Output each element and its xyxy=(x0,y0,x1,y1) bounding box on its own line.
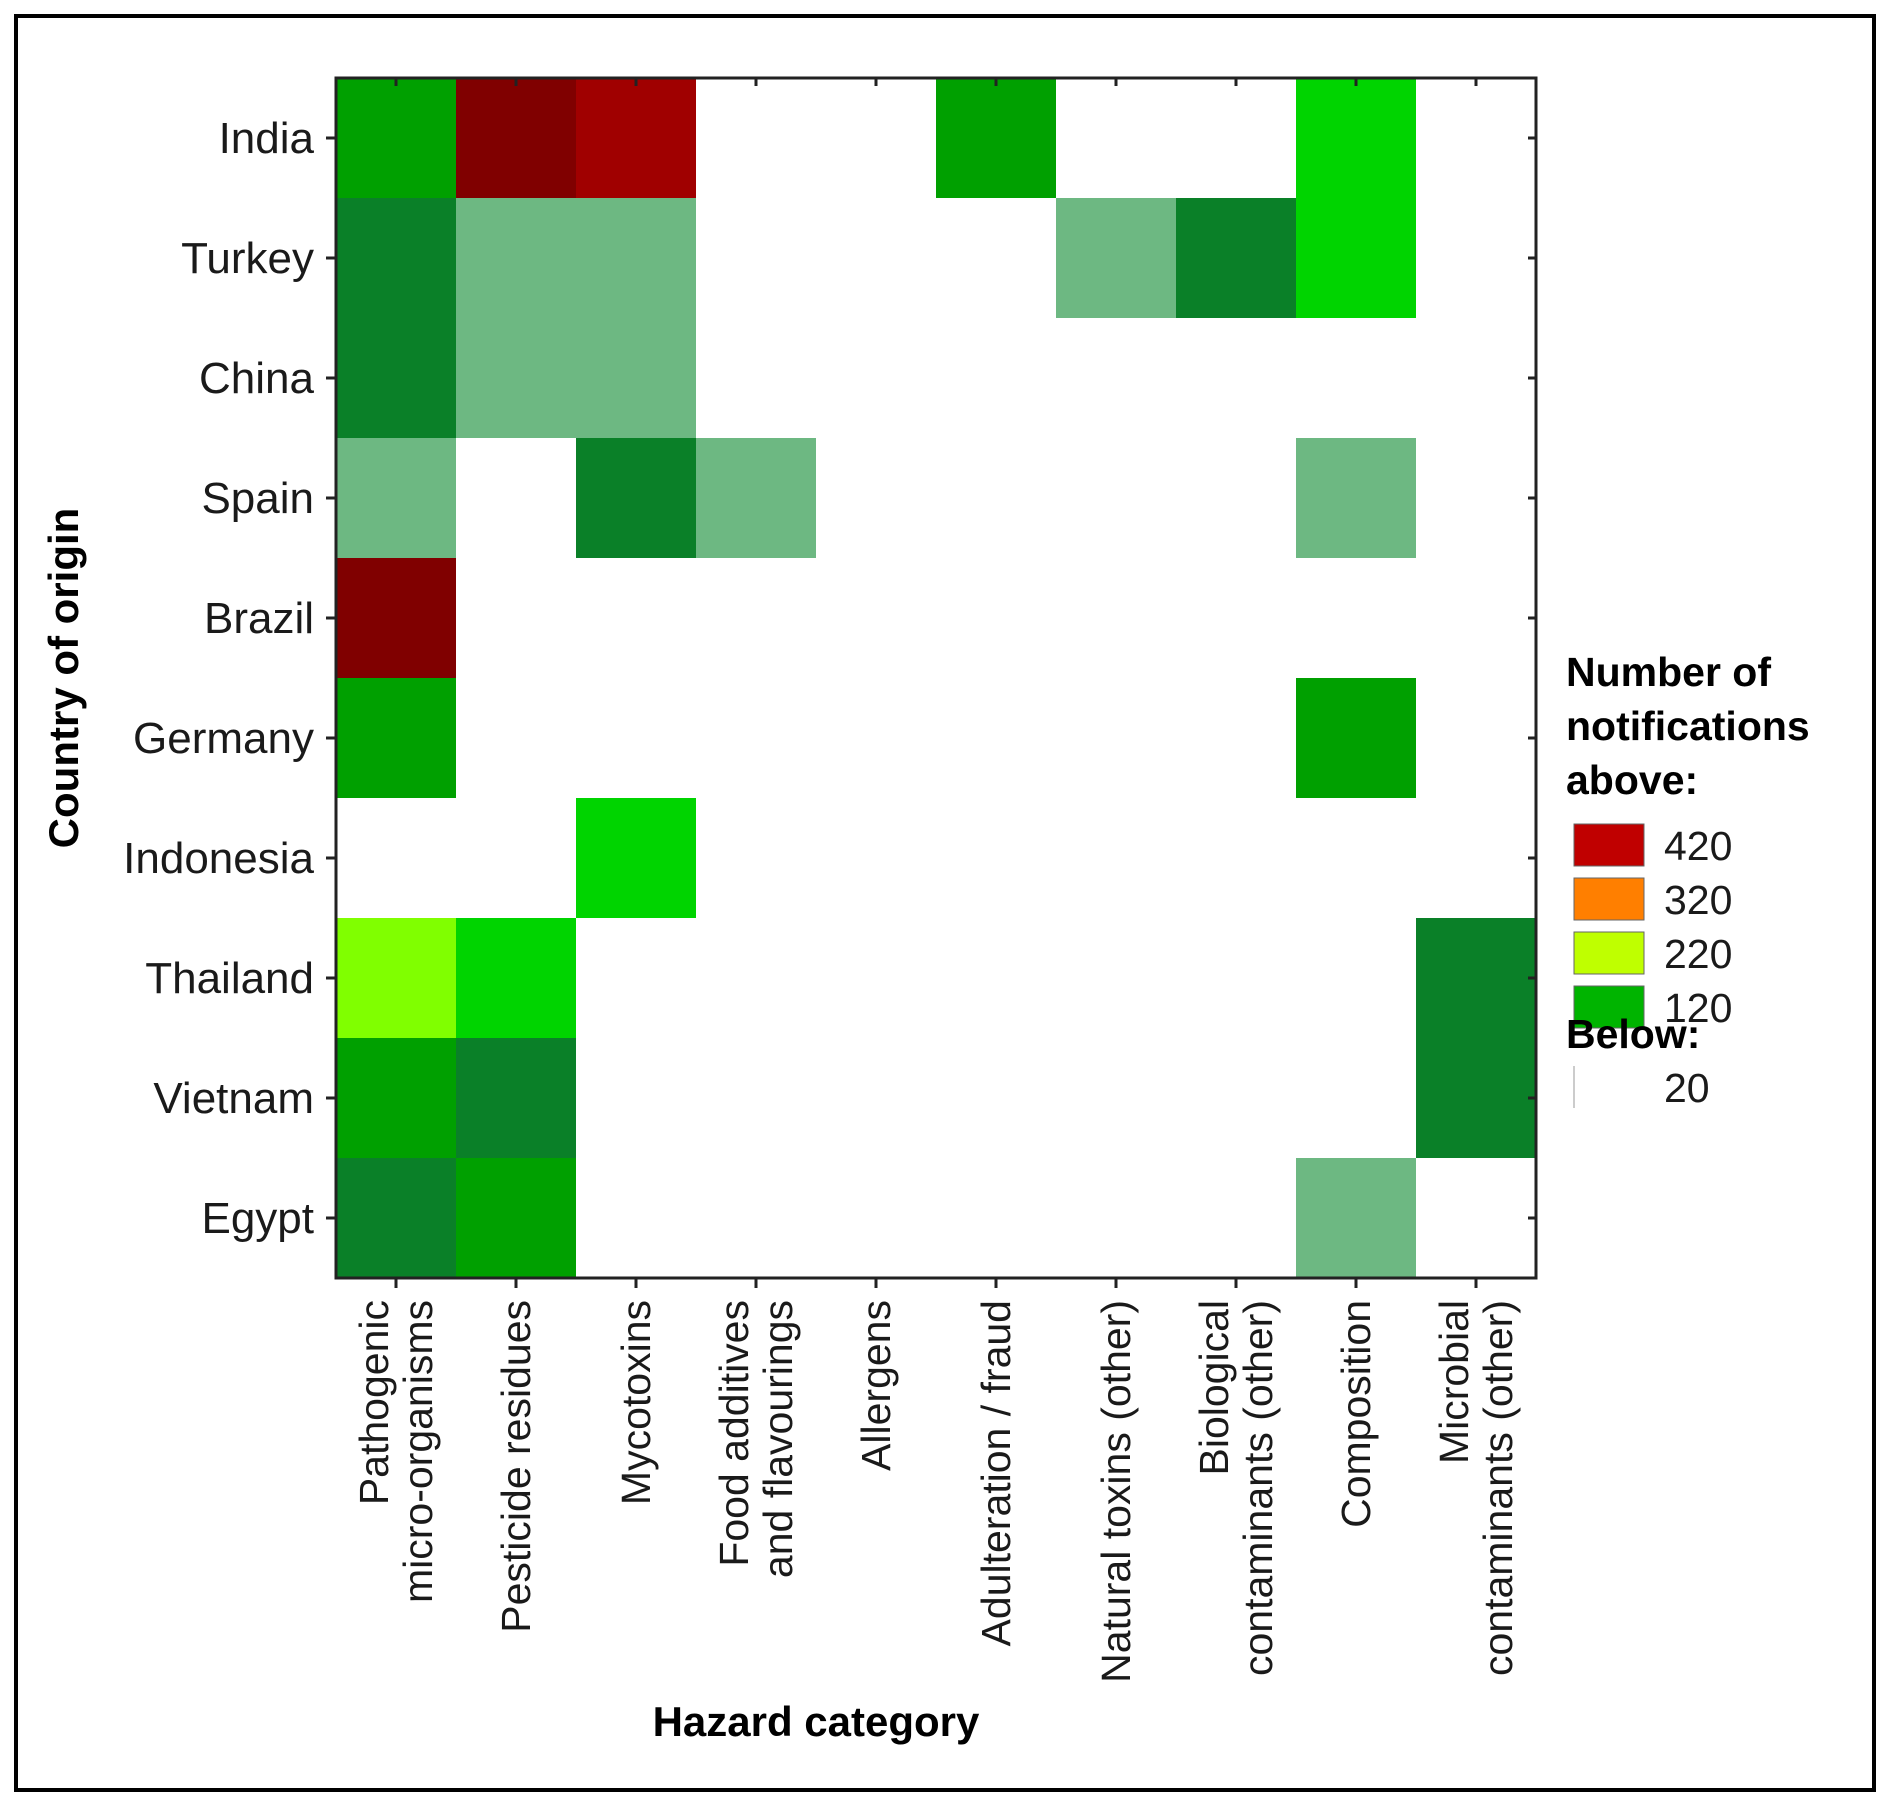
heatmap-cell-india-5 xyxy=(936,78,1056,198)
heatmap-cell-vietnam-0 xyxy=(336,1038,456,1158)
y-tick-label-vietnam: Vietnam xyxy=(153,1074,314,1123)
heatmap-cell-vietnam-1 xyxy=(456,1038,576,1158)
heatmap-cell-brazil-0 xyxy=(336,558,456,678)
heatmap-cell-indonesia-2 xyxy=(576,798,696,918)
x-tick-label-8-line-0: Composition xyxy=(1333,1300,1379,1528)
y-tick-label-india: India xyxy=(219,114,315,163)
y-tick-labels: India Turkey China Spain Brazil Germany Indone… xyxy=(123,114,314,1243)
axis-ticks xyxy=(326,78,1536,1288)
legend-title-line-0: Number of xyxy=(1566,649,1771,695)
heatmap-cell-india-8 xyxy=(1296,78,1416,198)
heatmap-cell-egypt-1 xyxy=(456,1158,576,1278)
heatmap-cell-spain-3 xyxy=(696,438,816,558)
legend-label-220: 220 xyxy=(1664,931,1732,977)
x-axis-title: Hazard category xyxy=(653,1698,980,1745)
legend-swatch-420 xyxy=(1573,823,1645,867)
y-axis-title: Country of origin xyxy=(40,508,87,849)
heatmap-cell-thailand-1 xyxy=(456,918,576,1038)
legend-swatch-120 xyxy=(1573,985,1645,1029)
y-tick-label-turkey: Turkey xyxy=(181,234,314,283)
heatmap-cell-turkey-2 xyxy=(576,198,696,318)
legend-title-line-1: notifications xyxy=(1566,703,1810,749)
legend-title-line-2: above: xyxy=(1566,757,1698,803)
heatmap-cell-spain-8 xyxy=(1296,438,1416,558)
heatmap-cell-germany-0 xyxy=(336,678,456,798)
x-tick-label-0-line-1: micro-organisms xyxy=(395,1300,441,1603)
y-tick-label-indonesia: Indonesia xyxy=(123,834,314,883)
x-tick-label-1-line-0: Pesticide residues xyxy=(493,1300,539,1633)
y-tick-label-spain: Spain xyxy=(201,474,314,523)
legend-label-120: 120 xyxy=(1664,985,1732,1031)
legend-swatch-320 xyxy=(1573,877,1645,921)
x-tick-label-7-line-0: Biological xyxy=(1191,1300,1237,1476)
heatmap-cell-germany-8 xyxy=(1296,678,1416,798)
plot-border xyxy=(334,76,1538,1280)
figure-frame: India Turkey China Spain Brazil Germany Indone… xyxy=(14,14,1876,1792)
y-tick-label-thailand: Thailand xyxy=(145,954,314,1003)
x-tick-label-7-line-1: contaminants (other) xyxy=(1235,1300,1281,1676)
x-tick-label-3-line-1: and flavourings xyxy=(755,1300,801,1578)
y-tick-label-china: China xyxy=(199,354,314,403)
y-tick-label-egypt: Egypt xyxy=(201,1194,314,1243)
heatmap-cell-turkey-8 xyxy=(1296,198,1416,318)
x-tick-label-9-line-0: Microbial xyxy=(1431,1300,1477,1464)
legend-swatch-below xyxy=(1574,1066,1644,1108)
heatmap-cell-india-1 xyxy=(456,78,576,198)
heatmap-cell-vietnam-9 xyxy=(1416,1038,1536,1158)
heatmap-cell-turkey-1 xyxy=(456,198,576,318)
legend-label-420: 420 xyxy=(1664,823,1732,869)
x-tick-label-2-line-0: Mycotoxins xyxy=(613,1300,659,1505)
heatmap-cell-turkey-0 xyxy=(336,198,456,318)
legend-swatch-220 xyxy=(1573,931,1645,975)
y-tick-label-germany: Germany xyxy=(133,714,314,763)
heatmap-cell-egypt-0 xyxy=(336,1158,456,1278)
x-tick-label-9-line-1: contaminants (other) xyxy=(1475,1300,1521,1676)
heatmap-cell-turkey-7 xyxy=(1176,198,1296,318)
heatmap-cell-thailand-9 xyxy=(1416,918,1536,1038)
y-tick-label-brazil: Brazil xyxy=(204,594,314,643)
legend-label-320: 320 xyxy=(1664,877,1732,923)
heatmap-cell-spain-0 xyxy=(336,438,456,558)
heatmap-cell-china-1 xyxy=(456,318,576,438)
x-tick-label-5-line-0: Adulteration / fraud xyxy=(973,1300,1019,1646)
x-tick-label-6-line-0: Natural toxins (other) xyxy=(1093,1300,1139,1683)
legend-below-title: Below: xyxy=(1566,1011,1700,1057)
heatmap-cell-india-2 xyxy=(576,78,696,198)
heatmap-cell-spain-2 xyxy=(576,438,696,558)
x-tick-label-0-line-0: Pathogenic xyxy=(351,1300,397,1505)
x-tick-label-4-line-0: Allergens xyxy=(853,1300,899,1471)
legend-label-below: 20 xyxy=(1664,1065,1710,1111)
heatmap-cell-india-0 xyxy=(336,78,456,198)
heatmap-cells xyxy=(336,78,1536,1278)
x-tick-label-3-line-0: Food additives xyxy=(711,1300,757,1567)
heatmap-cell-turkey-6 xyxy=(1056,198,1176,318)
legend: Number of notifications above: 420 320 220 120… xyxy=(1566,649,1810,1111)
heatmap-cell-thailand-0 xyxy=(336,918,456,1038)
heatmap-chart: India Turkey China Spain Brazil Germany Indone… xyxy=(40,76,1810,1745)
heatmap-cell-china-2 xyxy=(576,318,696,438)
heatmap-cell-china-0 xyxy=(336,318,456,438)
heatmap-cell-egypt-8 xyxy=(1296,1158,1416,1278)
